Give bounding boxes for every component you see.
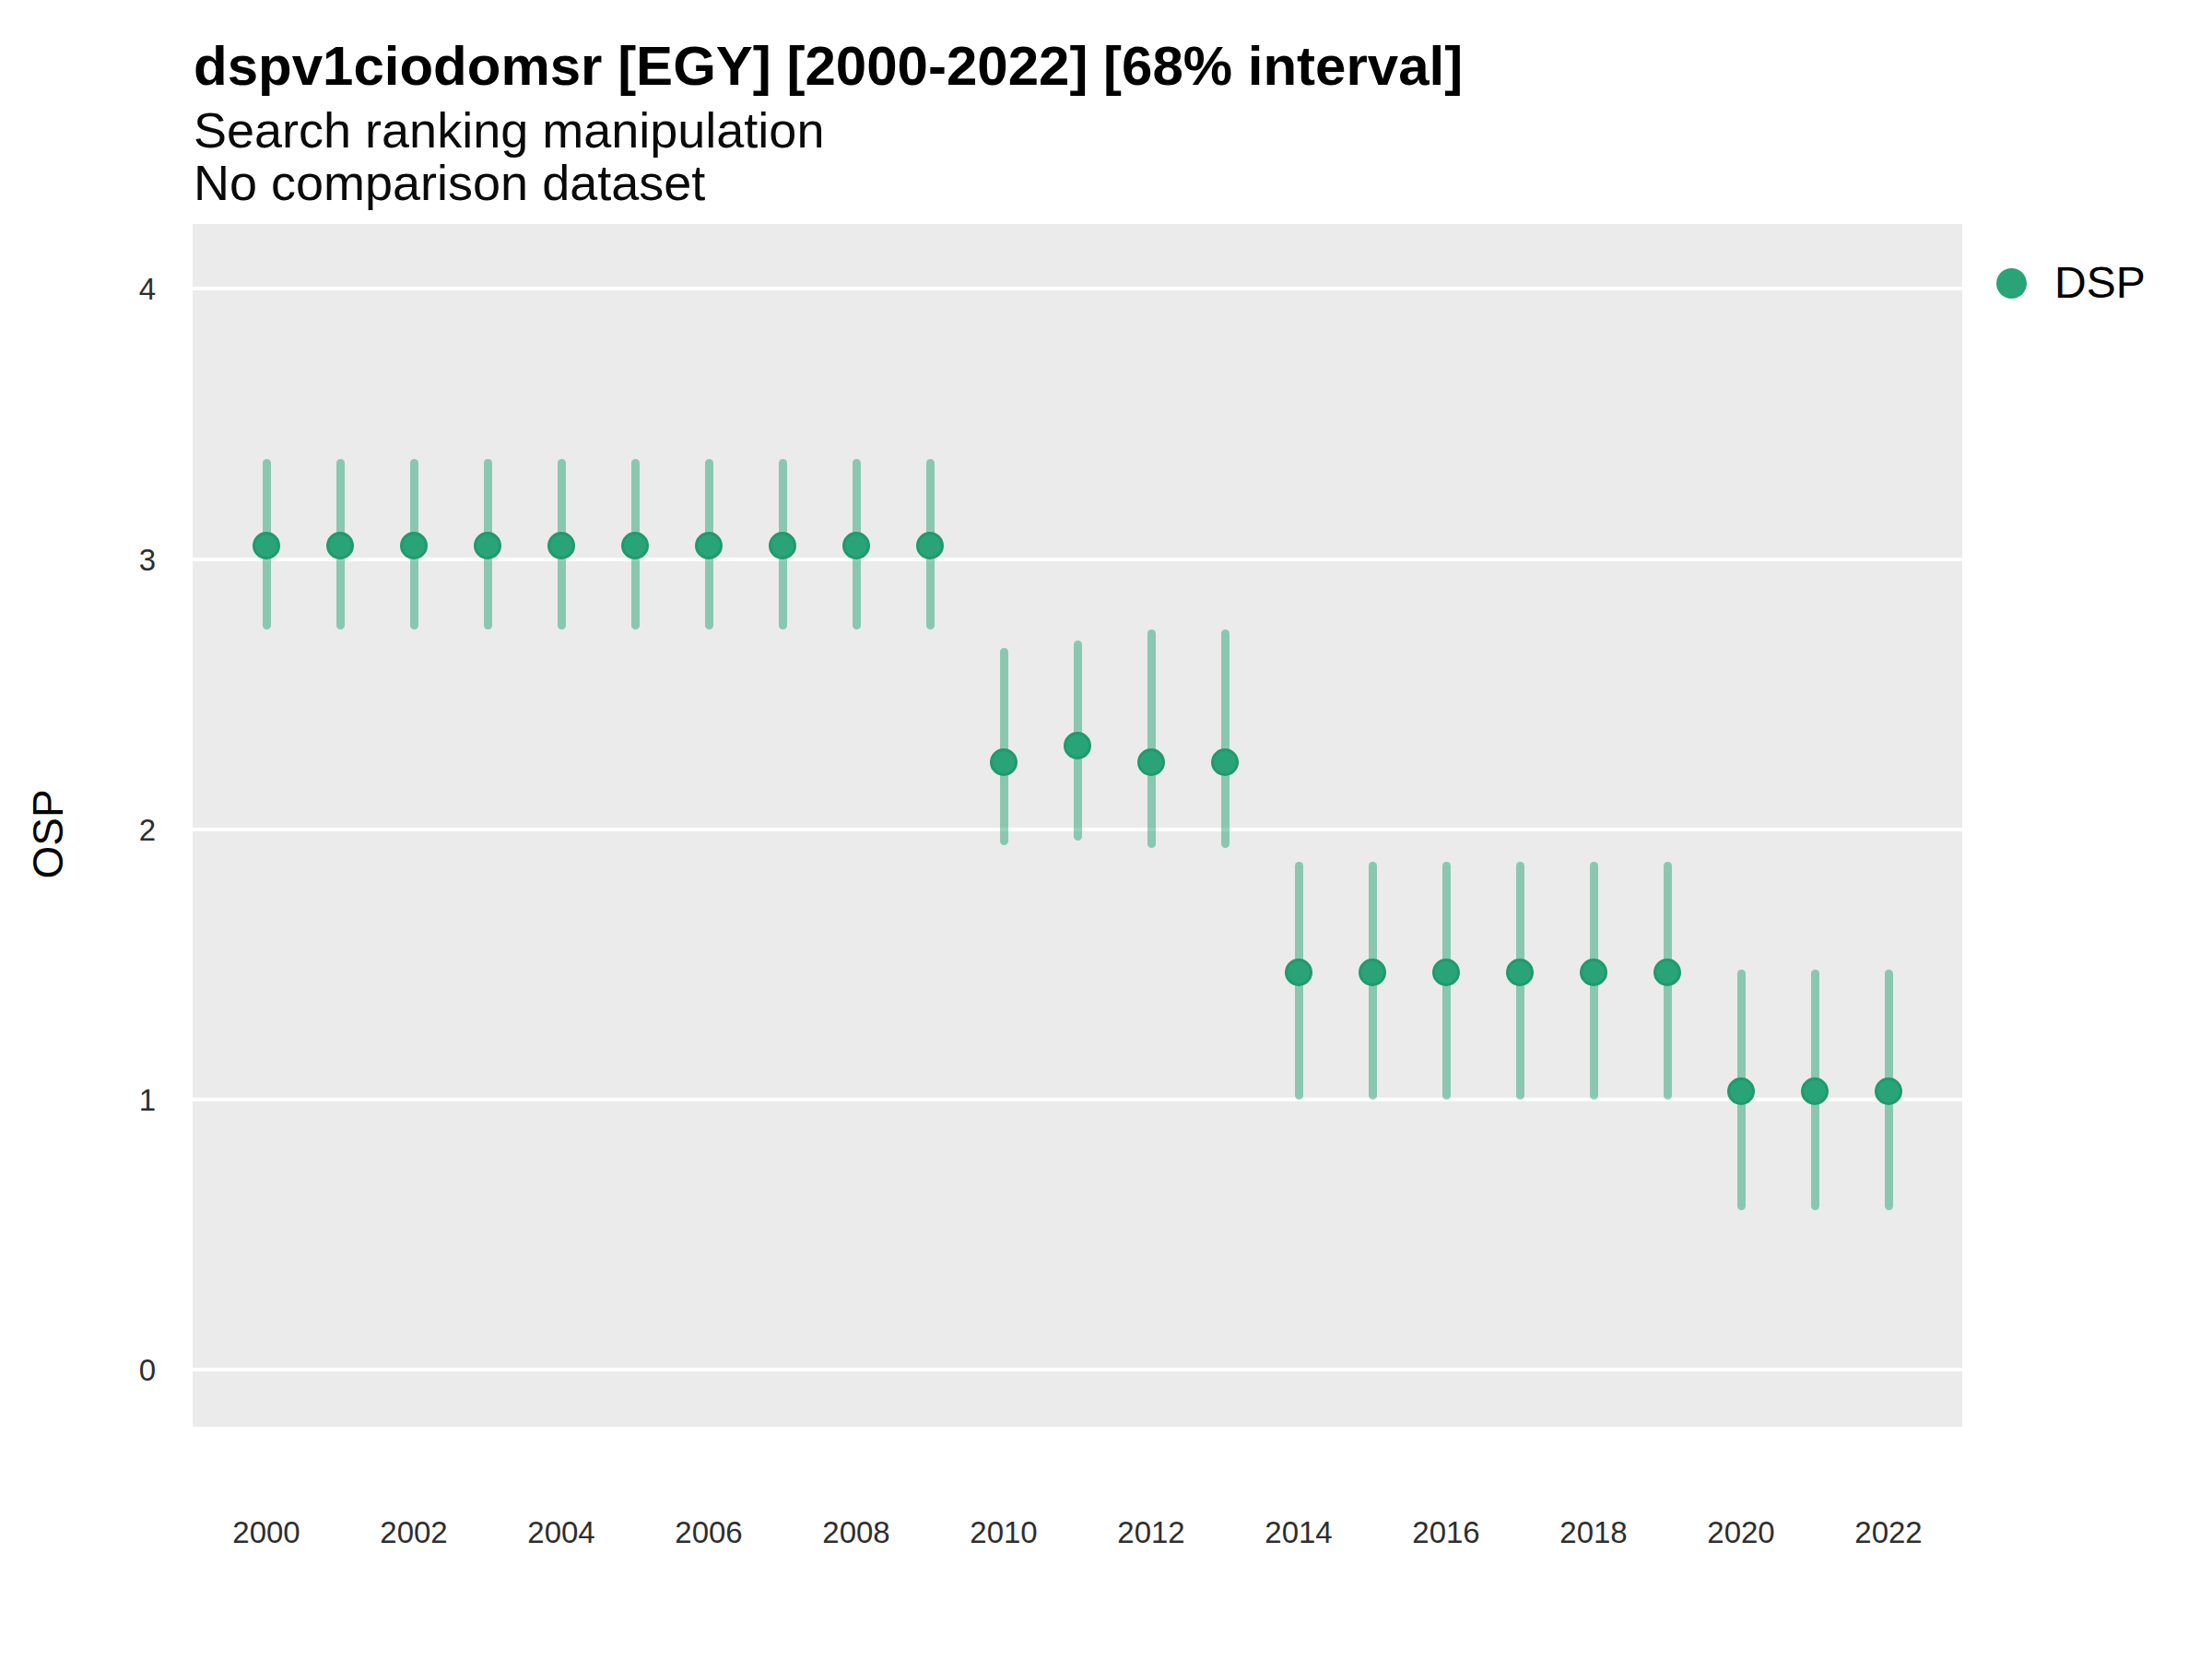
point-2014: [1285, 959, 1312, 986]
point-2009: [916, 532, 944, 559]
chart-subtitle: Search ranking manipulation: [194, 103, 824, 157]
y-tick-label: 3: [82, 545, 156, 575]
point-2003: [474, 532, 501, 559]
gridline-y-3: [193, 558, 1962, 561]
point-2004: [547, 532, 575, 559]
x-tick-label: 2010: [930, 1516, 1077, 1549]
x-tick-label: 2018: [1520, 1516, 1667, 1549]
x-tick-label: 2006: [635, 1516, 782, 1549]
gridline-y-4: [193, 287, 1962, 290]
interval-bar-2012: [1147, 629, 1156, 849]
x-tick-label: 2000: [193, 1516, 340, 1549]
y-tick-label: 0: [82, 1355, 156, 1385]
gridline-y-0: [193, 1368, 1962, 1371]
point-2016: [1432, 959, 1460, 986]
point-2010: [990, 748, 1018, 776]
x-tick-label: 2012: [1077, 1516, 1225, 1549]
point-2012: [1137, 748, 1165, 776]
legend-label: DSP: [2054, 261, 2146, 305]
point-2011: [1064, 732, 1091, 759]
x-tick-label: 2020: [1667, 1516, 1815, 1549]
point-2015: [1359, 959, 1386, 986]
legend-dot-icon: [1996, 268, 2027, 299]
legend: DSP: [1996, 261, 2146, 305]
plot-panel: [193, 224, 1962, 1427]
point-2013: [1211, 748, 1239, 776]
point-2007: [769, 532, 796, 559]
gridline-y-1: [193, 1098, 1962, 1101]
point-2005: [621, 532, 649, 559]
x-tick-label: 2022: [1815, 1516, 1962, 1549]
point-2018: [1580, 959, 1607, 986]
x-tick-label: 2004: [488, 1516, 635, 1549]
point-2001: [326, 532, 354, 559]
y-tick-label: 1: [82, 1085, 156, 1115]
x-tick-label: 2008: [782, 1516, 930, 1549]
chart-title: dspv1ciodomsr [EGY] [2000-2022] [68% int…: [194, 37, 1463, 96]
y-tick-label: 4: [82, 274, 156, 304]
x-tick-label: 2016: [1372, 1516, 1520, 1549]
interval-bar-2010: [1000, 648, 1008, 845]
y-axis-title: OSP: [23, 789, 73, 878]
point-2002: [400, 532, 428, 559]
point-2006: [695, 532, 723, 559]
x-tick-label: 2014: [1225, 1516, 1372, 1549]
point-2000: [253, 532, 280, 559]
x-tick-label: 2002: [340, 1516, 488, 1549]
chart: dspv1ciodomsr [EGY] [2000-2022] [68% int…: [0, 0, 2212, 1659]
interval-bar-2013: [1221, 629, 1230, 849]
point-2017: [1506, 959, 1534, 986]
point-2019: [1653, 959, 1681, 986]
point-2008: [842, 532, 870, 559]
y-tick-label: 2: [82, 815, 156, 845]
chart-caption: No comparison dataset: [194, 156, 705, 209]
